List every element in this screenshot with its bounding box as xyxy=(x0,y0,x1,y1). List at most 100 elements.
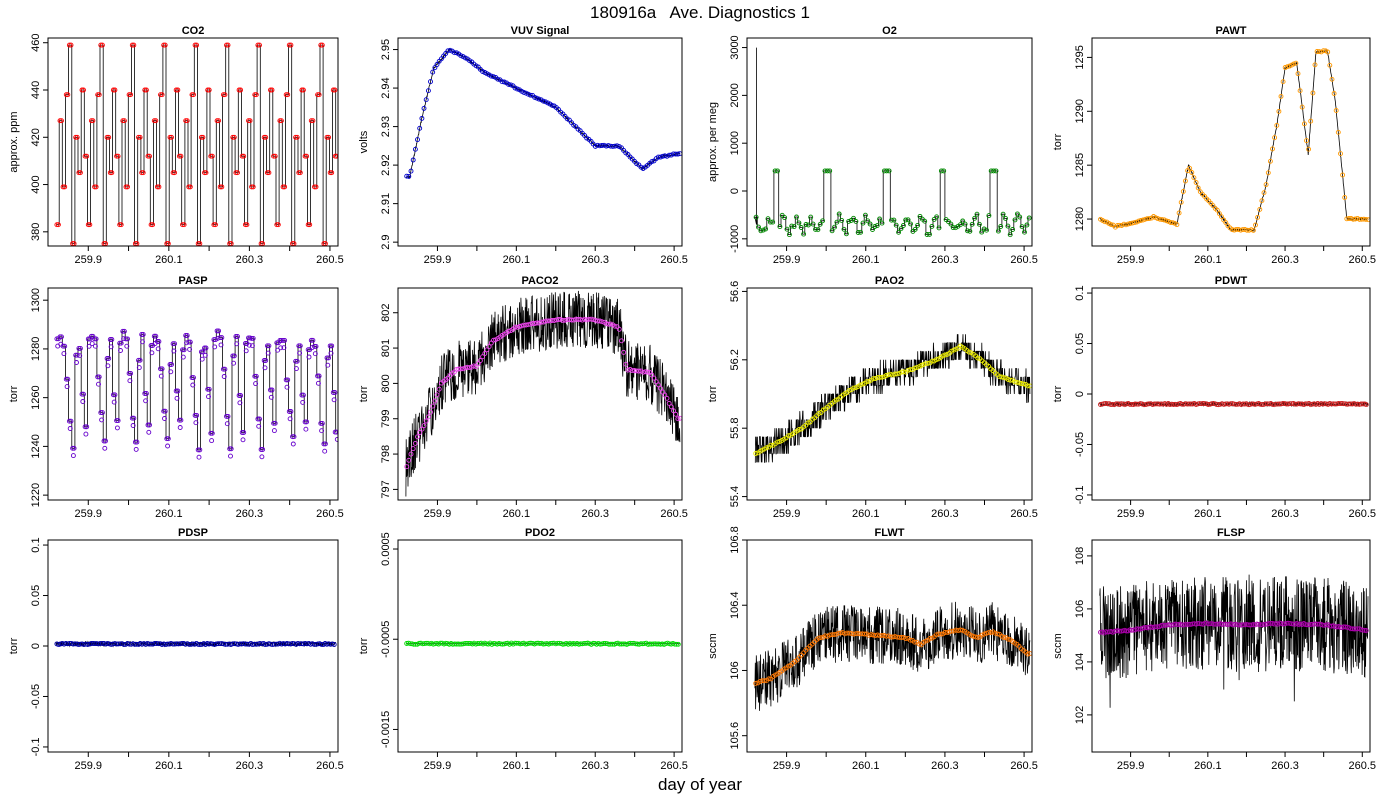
series-line xyxy=(1099,574,1369,708)
data-point xyxy=(953,225,959,231)
data-point xyxy=(247,118,253,124)
data-point xyxy=(929,358,935,364)
data-point xyxy=(283,92,289,98)
data-point xyxy=(1265,170,1271,176)
x-tick-label: 259.9 xyxy=(1117,508,1145,520)
data-point xyxy=(1189,170,1195,175)
data-point xyxy=(293,366,299,372)
data-point xyxy=(115,418,121,424)
data-point xyxy=(255,42,261,48)
data-point xyxy=(675,641,681,647)
data-point xyxy=(1247,622,1253,628)
data-point xyxy=(855,230,861,235)
data-point xyxy=(1016,380,1022,386)
data-point xyxy=(70,445,76,451)
data-point xyxy=(839,217,845,223)
data-point xyxy=(925,360,931,366)
data-point xyxy=(76,170,82,176)
data-point xyxy=(898,226,904,232)
data-point xyxy=(501,79,507,85)
data-point xyxy=(315,373,321,379)
data-point xyxy=(1283,620,1289,626)
data-point xyxy=(654,641,660,647)
data-point xyxy=(621,349,627,355)
data-point xyxy=(275,222,281,228)
data-point xyxy=(832,224,837,230)
plot-frame xyxy=(47,287,339,501)
y-axis-label: torr xyxy=(358,637,370,654)
data-point xyxy=(137,357,143,363)
data-point xyxy=(941,168,947,174)
data-point xyxy=(318,420,324,426)
plot-frame xyxy=(746,539,1033,753)
data-point xyxy=(1136,218,1142,224)
data-point xyxy=(1171,402,1176,407)
data-point xyxy=(491,337,496,343)
y-tick-label: 1280 xyxy=(1074,207,1086,231)
data-point xyxy=(893,222,899,228)
data-point xyxy=(562,317,568,323)
data-point xyxy=(1001,375,1007,381)
data-point xyxy=(66,418,72,424)
data-point xyxy=(581,640,587,646)
data-point xyxy=(1363,402,1369,408)
data-point xyxy=(246,118,251,124)
data-point xyxy=(1304,622,1310,628)
data-point xyxy=(1146,216,1152,222)
x-tick-label: 260.3 xyxy=(581,760,609,772)
data-point xyxy=(1184,401,1190,407)
data-point xyxy=(764,445,770,451)
data-point xyxy=(324,355,330,361)
data-point xyxy=(480,354,486,360)
data-point xyxy=(313,343,319,349)
data-point xyxy=(1155,216,1161,222)
plot-frame xyxy=(1091,539,1371,753)
data-point xyxy=(278,118,284,124)
data-point xyxy=(1308,622,1314,627)
plot-frame xyxy=(397,37,683,247)
data-point xyxy=(290,441,296,447)
data-point xyxy=(321,441,327,447)
data-point xyxy=(325,362,331,368)
x-tick-label: 259.9 xyxy=(424,760,452,772)
data-point xyxy=(68,42,74,48)
data-point xyxy=(151,333,157,339)
data-point xyxy=(231,360,237,366)
data-point xyxy=(149,350,155,356)
data-point xyxy=(249,184,255,190)
data-point xyxy=(1353,626,1359,632)
data-point xyxy=(324,134,330,140)
data-point xyxy=(101,438,107,444)
series-line xyxy=(1099,48,1369,233)
data-point xyxy=(169,134,174,140)
data-point xyxy=(1014,379,1020,385)
data-point xyxy=(430,403,436,409)
data-point xyxy=(756,224,761,230)
data-point xyxy=(192,42,198,48)
data-point xyxy=(1132,220,1137,226)
data-point xyxy=(282,337,288,343)
data-point xyxy=(997,374,1002,380)
data-point xyxy=(111,399,117,405)
data-point xyxy=(404,641,410,646)
y-axis-label: volts xyxy=(358,130,370,153)
data-point xyxy=(330,87,336,93)
y-tick-label: 105.6 xyxy=(729,722,741,750)
data-point xyxy=(1240,401,1246,407)
data-point xyxy=(1005,377,1011,382)
data-point xyxy=(57,118,63,124)
data-point xyxy=(975,355,981,361)
data-point xyxy=(870,376,876,382)
data-point xyxy=(421,105,427,111)
data-point xyxy=(761,678,767,684)
data-point xyxy=(768,442,774,448)
data-point xyxy=(202,170,207,176)
data-point xyxy=(816,635,822,641)
plot-area xyxy=(404,640,681,647)
data-point xyxy=(655,382,661,388)
data-point xyxy=(1205,621,1211,627)
data-point xyxy=(753,451,759,456)
data-point xyxy=(884,168,890,174)
data-point xyxy=(1017,214,1023,220)
series-line xyxy=(405,290,681,497)
